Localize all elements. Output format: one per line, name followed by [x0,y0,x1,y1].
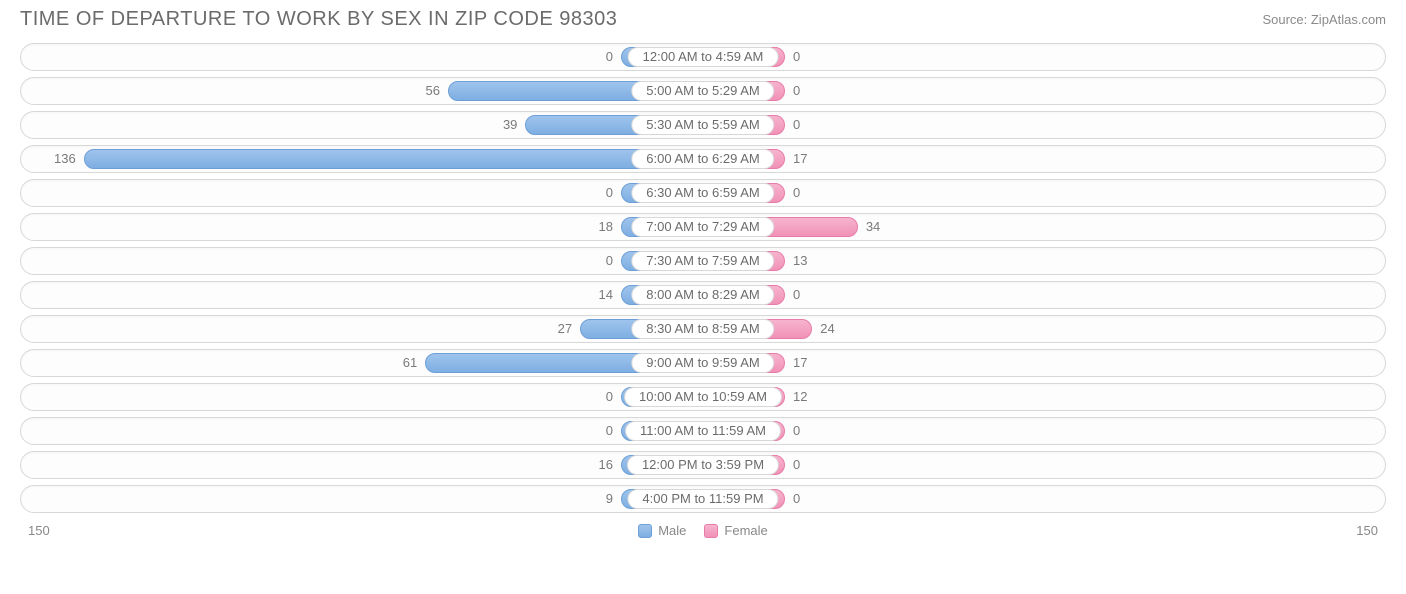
male-swatch-icon [638,524,652,538]
male-value-label: 0 [606,185,613,200]
female-value-label: 34 [866,219,880,234]
female-value-label: 0 [793,117,800,132]
legend-male-label: Male [658,523,686,538]
female-swatch-icon [704,524,718,538]
category-label: 11:00 AM to 11:59 AM [625,421,781,441]
female-value-label: 0 [793,49,800,64]
category-label: 8:00 AM to 8:29 AM [631,285,774,305]
legend-item-male: Male [638,523,686,538]
category-label: 4:00 PM to 11:59 PM [627,489,778,509]
legend-item-female: Female [704,523,767,538]
chart-header: TIME OF DEPARTURE TO WORK BY SEX IN ZIP … [0,0,1406,43]
female-value-label: 0 [793,83,800,98]
chart-row: 0 13 7:30 AM to 7:59 AM [20,247,1386,275]
axis-right-max: 150 [1356,523,1378,538]
category-label: 8:30 AM to 8:59 AM [631,319,774,339]
chart-row: 136 17 6:00 AM to 6:29 AM [20,145,1386,173]
category-label: 12:00 PM to 3:59 PM [627,455,779,475]
female-value-label: 12 [793,389,807,404]
female-value-label: 17 [793,355,807,370]
category-label: 6:00 AM to 6:29 AM [631,149,774,169]
male-value-label: 39 [503,117,517,132]
male-value-label: 0 [606,423,613,438]
male-value-label: 14 [599,287,613,302]
female-value-label: 0 [793,185,800,200]
chart-title: TIME OF DEPARTURE TO WORK BY SEX IN ZIP … [20,8,617,31]
female-value-label: 0 [793,423,800,438]
female-value-label: 0 [793,491,800,506]
chart-row: 18 34 7:00 AM to 7:29 AM [20,213,1386,241]
legend-female-label: Female [724,523,767,538]
female-value-label: 0 [793,287,800,302]
chart-row: 0 12 10:00 AM to 10:59 AM [20,383,1386,411]
chart-footer: 150 Male Female 150 [0,519,1406,538]
male-value-label: 61 [403,355,417,370]
category-label: 6:30 AM to 6:59 AM [631,183,774,203]
legend: Male Female [638,523,768,538]
category-label: 12:00 AM to 4:59 AM [628,47,779,67]
chart-row: 56 0 5:00 AM to 5:29 AM [20,77,1386,105]
chart-row: 0 0 11:00 AM to 11:59 AM [20,417,1386,445]
chart-row: 61 17 9:00 AM to 9:59 AM [20,349,1386,377]
male-value-label: 136 [54,151,76,166]
chart-row: 0 0 6:30 AM to 6:59 AM [20,179,1386,207]
female-value-label: 24 [820,321,834,336]
male-value-label: 9 [606,491,613,506]
male-value-label: 0 [606,49,613,64]
chart-row: 14 0 8:00 AM to 8:29 AM [20,281,1386,309]
male-value-label: 16 [599,457,613,472]
chart-row: 39 0 5:30 AM to 5:59 AM [20,111,1386,139]
chart-row: 0 0 12:00 AM to 4:59 AM [20,43,1386,71]
male-value-label: 56 [426,83,440,98]
axis-left-max: 150 [28,523,50,538]
chart-row: 9 0 4:00 PM to 11:59 PM [20,485,1386,513]
male-value-label: 27 [558,321,572,336]
male-bar [84,149,703,169]
chart-body: 0 0 12:00 AM to 4:59 AM 56 0 5:00 AM to 5:29 … [0,43,1406,513]
male-value-label: 0 [606,389,613,404]
category-label: 9:00 AM to 9:59 AM [631,353,774,373]
chart-row: 16 0 12:00 PM to 3:59 PM [20,451,1386,479]
category-label: 5:30 AM to 5:59 AM [631,115,774,135]
female-value-label: 13 [793,253,807,268]
female-value-label: 0 [793,457,800,472]
female-value-label: 17 [793,151,807,166]
male-value-label: 18 [599,219,613,234]
chart-source: Source: ZipAtlas.com [1262,12,1386,27]
chart-row: 27 24 8:30 AM to 8:59 AM [20,315,1386,343]
category-label: 7:30 AM to 7:59 AM [631,251,774,271]
category-label: 5:00 AM to 5:29 AM [631,81,774,101]
category-label: 10:00 AM to 10:59 AM [624,387,782,407]
category-label: 7:00 AM to 7:29 AM [631,217,774,237]
male-value-label: 0 [606,253,613,268]
